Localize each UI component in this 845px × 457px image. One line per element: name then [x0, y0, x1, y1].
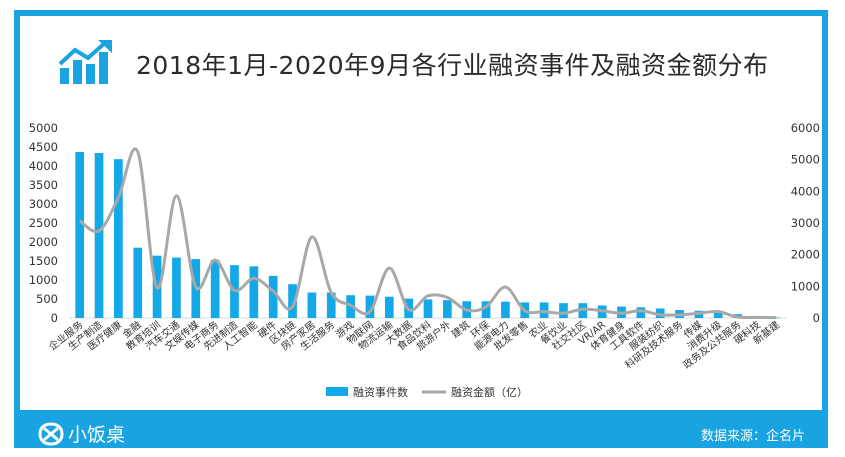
legend-label-line: 融资金额（亿） [451, 385, 528, 399]
y-left-tick-label: 1000 [29, 273, 58, 287]
bar-growth-icon [58, 40, 112, 84]
y-right-tick-label: 6000 [791, 121, 820, 135]
y-left-tick-label: 2000 [29, 235, 58, 249]
y-left-tick-label: 3000 [29, 197, 58, 211]
bar [365, 295, 375, 318]
chart-panel [20, 16, 822, 410]
bar [713, 311, 723, 318]
y-right-tick-label: 4000 [791, 184, 820, 198]
bar [771, 317, 781, 319]
y-left-tick-label: 500 [36, 292, 58, 306]
bar [288, 284, 297, 318]
bar [133, 247, 143, 318]
bar [384, 296, 394, 318]
y-right-tick-label: 1000 [791, 279, 820, 293]
y-left-tick-label: 0 [51, 311, 58, 325]
bar [249, 266, 259, 318]
bar [75, 151, 85, 318]
y-left-tick-label: 4500 [29, 140, 58, 154]
bar [481, 301, 491, 318]
brand-logo-icon [38, 421, 64, 446]
page-title: 2018年1月-2020年9月各行业融资事件及融资金额分布 [136, 51, 769, 80]
data-source: 数据来源：企名片 [700, 429, 805, 444]
x-tick-label: 建筑 [449, 318, 473, 341]
bar [423, 299, 433, 318]
bar [210, 259, 220, 318]
bar [442, 300, 452, 318]
bar [326, 292, 336, 318]
y-right-tick-label: 0 [813, 311, 820, 325]
bar [501, 301, 510, 318]
y-left-tick-label: 5000 [29, 121, 58, 135]
bar [307, 292, 317, 318]
y-right-tick-label: 2000 [791, 248, 820, 262]
y-right-tick-label: 3000 [791, 216, 820, 230]
y-left-tick-label: 4000 [29, 159, 58, 173]
y-right-tick-label: 5000 [791, 153, 820, 167]
brand-name: 小饭桌 [68, 424, 126, 446]
bar [559, 303, 568, 318]
y-left-tick-label: 2500 [29, 216, 58, 230]
bar [636, 307, 646, 318]
bar [268, 275, 278, 318]
legend-label-bar: 融资事件数 [353, 386, 408, 399]
y-left-tick-label: 3500 [29, 178, 58, 192]
bar [172, 257, 181, 318]
bar [94, 153, 104, 318]
series-line-amount [78, 147, 777, 320]
brand: 小饭桌 [38, 420, 125, 447]
y-left-tick-label: 1500 [29, 254, 58, 268]
legend-swatch-bar [326, 387, 348, 396]
bar [655, 308, 665, 318]
bar [114, 159, 123, 318]
